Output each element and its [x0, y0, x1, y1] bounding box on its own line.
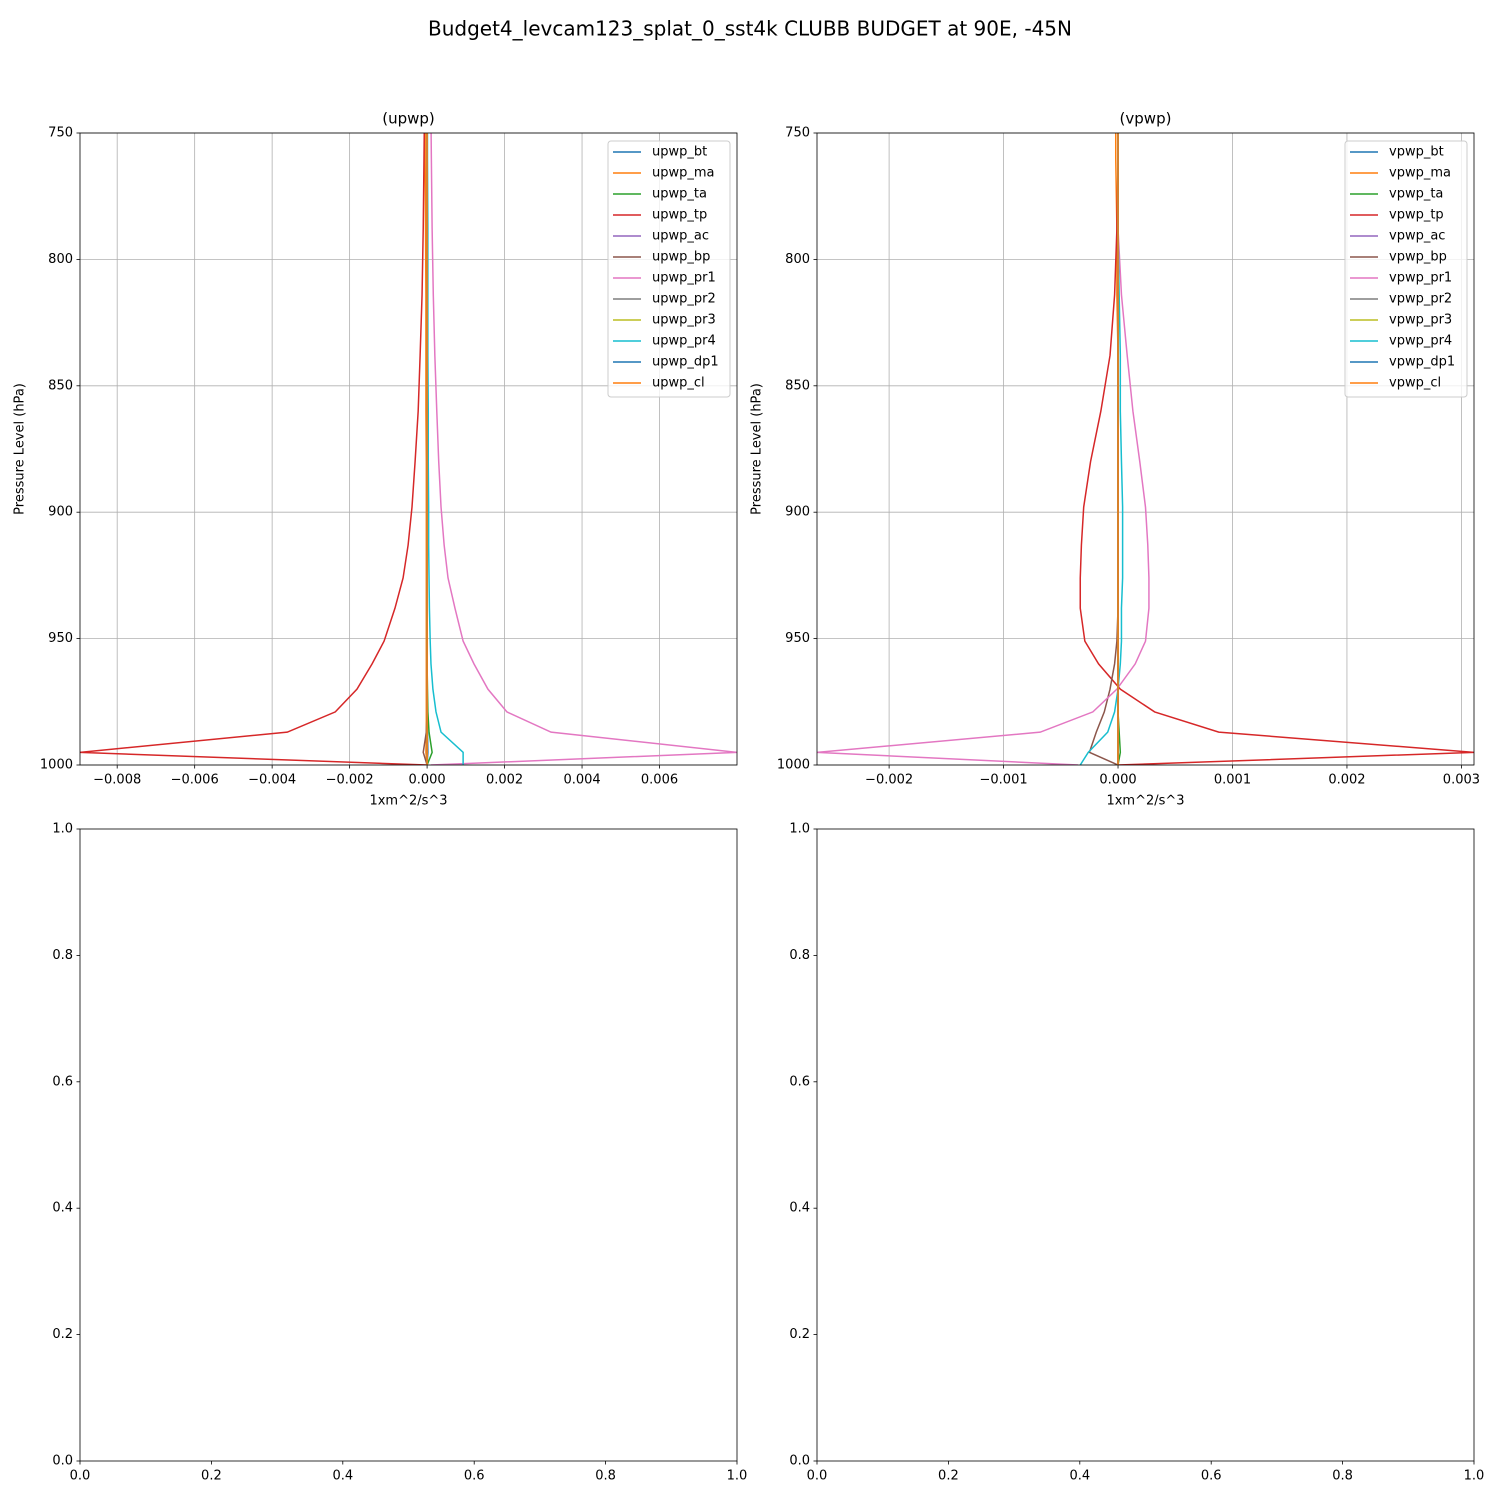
- axes-frame: [79, 132, 738, 766]
- x-tick-label: 0.0: [70, 1469, 91, 1484]
- y-tick-label: 0.4: [789, 1201, 810, 1216]
- x-tick-label: −0.002: [326, 773, 374, 788]
- x-tick-label: 0.2: [201, 1469, 222, 1484]
- x-tick-label: 0.6: [1201, 1469, 1222, 1484]
- legend-label: upwp_pr2: [652, 292, 716, 307]
- y-tick-label: 800: [48, 252, 73, 267]
- legend-label: upwp_tp: [652, 208, 707, 223]
- y-axis-label: Pressure Level (hPa): [750, 383, 765, 515]
- legend-label: upwp_ma: [652, 166, 715, 181]
- x-tick-label: 0.6: [464, 1469, 485, 1484]
- x-tick-label: 0.8: [1332, 1469, 1353, 1484]
- figure-title: Budget4_levcam123_splat_0_sst4k CLUBB BU…: [428, 17, 1072, 41]
- legend-label: upwp_ac: [652, 229, 709, 244]
- data-line: [1079, 133, 1124, 765]
- y-tick-label: 1000: [40, 758, 73, 773]
- y-tick-label: 0.6: [789, 1074, 810, 1089]
- axes-frame: [816, 132, 1475, 766]
- y-tick-label: 0.8: [52, 948, 73, 963]
- y-tick-label: 0.2: [789, 1327, 810, 1342]
- y-tick-label: 850: [48, 378, 73, 393]
- y-tick-label: 0.2: [52, 1327, 73, 1342]
- data-line: [426, 133, 464, 765]
- x-tick-label: 0.000: [408, 773, 445, 788]
- data-line: [817, 133, 1150, 765]
- y-tick-label: 800: [785, 252, 810, 267]
- data-line: [80, 133, 428, 765]
- x-tick-label: 1.0: [727, 1469, 748, 1484]
- legend-label: vpwp_dp1: [1389, 355, 1455, 370]
- legend-label: vpwp_tp: [1389, 208, 1444, 223]
- x-tick-label: 0.4: [1069, 1469, 1090, 1484]
- legend-box: [1344, 140, 1468, 398]
- y-tick-label: 750: [785, 126, 810, 141]
- y-tick-label: 0.0: [789, 1454, 810, 1469]
- x-tick-label: 0.002: [486, 773, 523, 788]
- legend-label: vpwp_pr2: [1389, 292, 1452, 307]
- legend-label: vpwp_pr1: [1389, 271, 1452, 286]
- legend-label: vpwp_bt: [1389, 145, 1444, 160]
- axes-frame: [816, 828, 1475, 1462]
- y-tick-label: 900: [48, 505, 73, 520]
- legend-label: upwp_dp1: [652, 355, 719, 370]
- y-tick-label: 0.6: [52, 1074, 73, 1089]
- y-tick-label: 0.0: [52, 1454, 73, 1469]
- axes-title: (upwp): [382, 110, 435, 128]
- x-tick-label: 0.4: [332, 1469, 353, 1484]
- x-tick-label: 0.001: [1214, 773, 1251, 788]
- x-tick-label: 0.000: [1099, 773, 1136, 788]
- axes-frame: [79, 828, 738, 1462]
- legend-label: upwp_bp: [652, 250, 710, 265]
- x-tick-label: −0.006: [171, 773, 219, 788]
- x-tick-label: 0.003: [1443, 773, 1480, 788]
- x-tick-label: 1.0: [1464, 1469, 1485, 1484]
- x-tick-label: 0.2: [938, 1469, 959, 1484]
- legend-label: vpwp_cl: [1389, 376, 1441, 391]
- legend-label: vpwp_bp: [1389, 250, 1447, 265]
- y-axis-label: Pressure Level (hPa): [13, 383, 28, 515]
- legend-label: upwp_pr3: [652, 313, 716, 328]
- x-axis-label: 1xm^2/s^3: [369, 794, 447, 809]
- legend-label: upwp_cl: [652, 376, 705, 391]
- y-tick-label: 1000: [777, 758, 810, 773]
- x-tick-label: −0.001: [980, 773, 1028, 788]
- x-tick-label: 0.8: [595, 1469, 616, 1484]
- x-tick-label: −0.008: [93, 773, 141, 788]
- y-tick-label: 1.0: [52, 822, 73, 837]
- y-tick-label: 900: [785, 505, 810, 520]
- x-tick-label: −0.002: [865, 773, 913, 788]
- y-tick-label: 850: [785, 378, 810, 393]
- y-tick-label: 1.0: [789, 822, 810, 837]
- x-tick-label: −0.004: [248, 773, 296, 788]
- y-tick-label: 0.4: [52, 1201, 73, 1216]
- legend-label: upwp_pr4: [652, 334, 716, 349]
- legend-label: vpwp_pr3: [1389, 313, 1452, 328]
- axes-title: (vpwp): [1120, 110, 1172, 128]
- data-line: [430, 133, 737, 765]
- legend-label: upwp_ta: [652, 187, 707, 202]
- x-tick-label: 0.0: [807, 1469, 828, 1484]
- y-tick-label: 950: [785, 631, 810, 646]
- legend-label: upwp_bt: [652, 145, 707, 160]
- legend-label: upwp_pr1: [652, 271, 716, 286]
- legend-box: [607, 140, 731, 398]
- y-tick-label: 950: [48, 631, 73, 646]
- data-line: [1079, 133, 1474, 765]
- x-tick-label: 0.002: [1328, 773, 1365, 788]
- x-tick-label: 0.004: [563, 773, 600, 788]
- x-tick-label: 0.006: [641, 773, 678, 788]
- legend-label: vpwp_ta: [1389, 187, 1443, 202]
- legend-label: vpwp_pr4: [1389, 334, 1452, 349]
- legend-label: vpwp_ac: [1389, 229, 1445, 244]
- y-tick-label: 0.8: [789, 948, 810, 963]
- x-axis-label: 1xm^2/s^3: [1106, 794, 1184, 809]
- y-tick-label: 750: [48, 126, 73, 141]
- legend-label: vpwp_ma: [1389, 166, 1451, 181]
